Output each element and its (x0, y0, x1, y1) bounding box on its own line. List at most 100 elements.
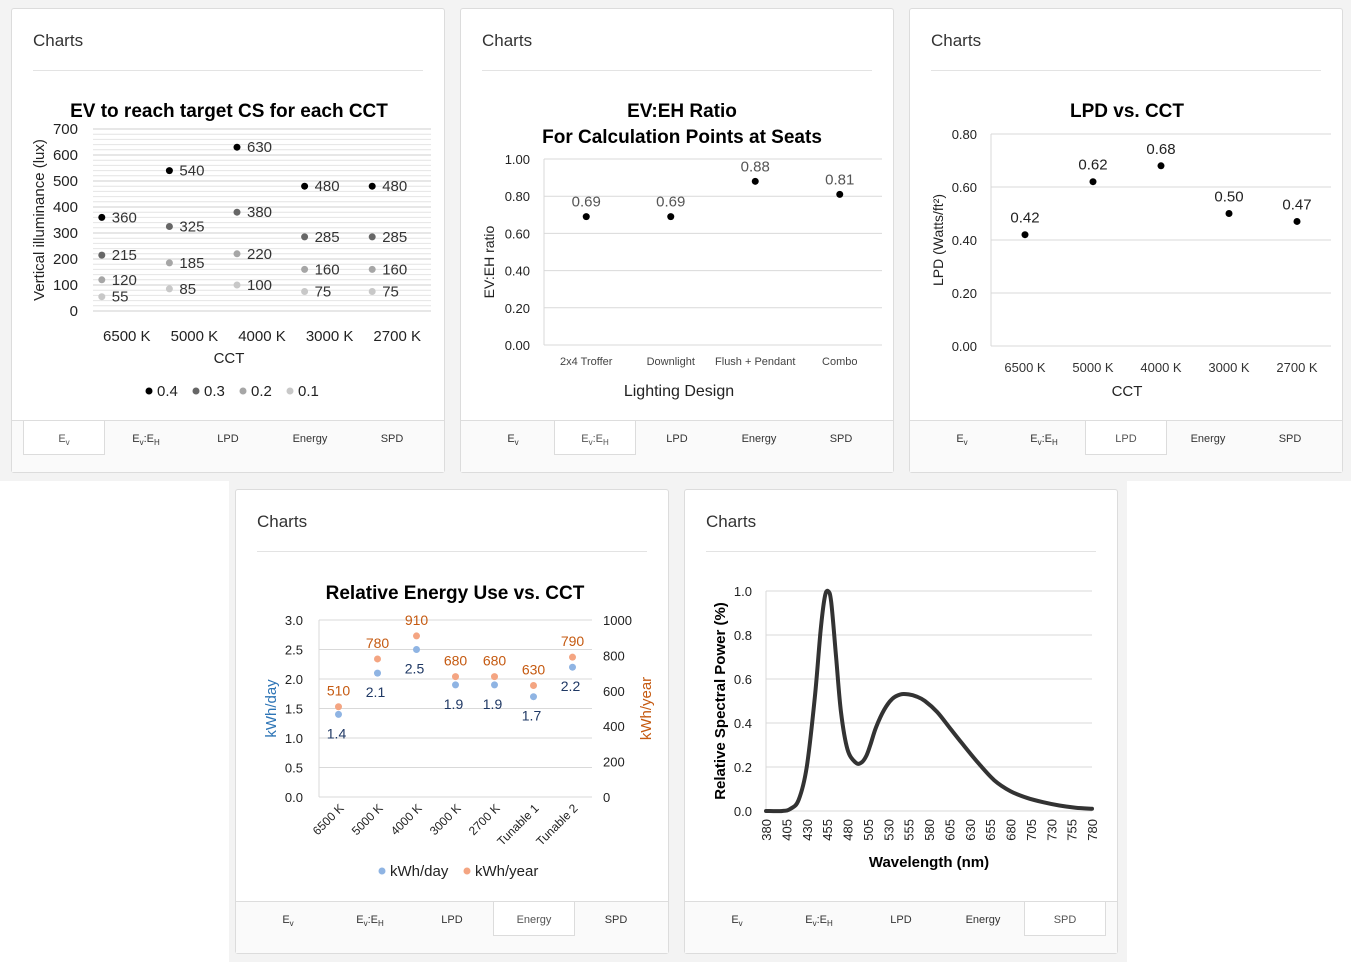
tab-ev[interactable]: Ev (282, 914, 294, 929)
tab-lpd[interactable]: LPD (1085, 421, 1167, 455)
data-point (530, 681, 537, 689)
tab-spd[interactable]: SPD (1278, 433, 1302, 445)
x-tick-label: 3000 K (427, 801, 464, 838)
tab-ev-eh[interactable]: Ev:EH (1030, 433, 1058, 448)
y-tick-label: 200 (53, 251, 78, 268)
data-point (413, 646, 420, 653)
y-tick-label: 1.0 (285, 731, 303, 746)
card-header: Charts (257, 512, 308, 531)
y-tick-label: 0.2 (734, 760, 752, 775)
y-tick-label: 0.00 (505, 338, 530, 353)
x-tick-label: 505 (861, 819, 876, 841)
chart-tabs: Ev Ev:EH LPD Energy SPD (461, 420, 893, 472)
tab-ev-eh[interactable]: Ev:EH (554, 421, 636, 455)
data-point (233, 208, 241, 216)
y-tick-label: 0.60 (952, 180, 977, 195)
tab-ev-eh[interactable]: Ev:EH (132, 433, 160, 448)
data-label: 2.5 (405, 661, 425, 677)
y2-tick-label: 400 (603, 719, 625, 734)
data-label: 1.4 (327, 725, 347, 741)
x-tick-label: 455 (820, 819, 835, 841)
x-axis-label: Wavelength (nm) (869, 854, 989, 871)
data-point (165, 259, 173, 267)
x-tick-label: 430 (800, 819, 815, 841)
legend-label: 0.1 (298, 383, 319, 400)
data-label: 0.68 (1146, 141, 1175, 158)
data-point (368, 265, 376, 273)
x-tick-label: 3000 K (306, 328, 354, 345)
tab-ev[interactable]: Ev (23, 421, 105, 455)
tab-spd[interactable]: SPD (604, 914, 628, 926)
data-point (368, 233, 376, 241)
data-point (667, 213, 675, 221)
tab-energy[interactable]: Energy (741, 433, 777, 445)
y2-axis-label: kWh/year (638, 677, 655, 740)
data-label: 0.69 (572, 194, 601, 211)
card-header: Charts (706, 512, 757, 531)
tab-energy[interactable]: Energy (965, 914, 1001, 926)
tab-lpd[interactable]: LPD (217, 433, 239, 445)
tab-spd[interactable]: SPD (1024, 902, 1106, 936)
x-tick-label: 6500 K (310, 801, 347, 838)
y-tick-label: 0.6 (734, 672, 752, 687)
data-point (452, 681, 459, 689)
data-label: 0.88 (741, 158, 770, 175)
tab-spd[interactable]: SPD (380, 433, 404, 445)
y-tick-label: 3.0 (285, 613, 303, 628)
tab-lpd[interactable]: LPD (441, 914, 463, 926)
data-point (1293, 217, 1301, 225)
y2-tick-label: 200 (603, 755, 625, 770)
x-tick-label: 605 (942, 819, 957, 841)
tab-ev[interactable]: Ev (956, 433, 968, 448)
y-axis-label: Relative Spectral Power (%) (712, 602, 729, 800)
data-point (1021, 231, 1029, 239)
card-header: Charts (931, 31, 982, 50)
chart-subtitle: For Calculation Points at Seats (542, 127, 822, 148)
x-tick-label: 4000 K (388, 801, 425, 838)
data-label: 160 (315, 261, 340, 278)
tab-energy[interactable]: Energy (493, 902, 575, 936)
card-divider (931, 70, 1321, 71)
data-point (368, 288, 376, 295)
legend-label: kWh/day (390, 863, 449, 880)
data-label: 215 (112, 247, 137, 264)
tab-ev-eh[interactable]: Ev:EH (805, 914, 833, 929)
tab-lpd[interactable]: LPD (890, 914, 912, 926)
y-axis-label: kWh/day (263, 679, 280, 738)
tab-spd[interactable]: SPD (829, 433, 853, 445)
y-tick-label: 0.80 (505, 189, 530, 204)
data-point (233, 143, 241, 151)
data-point (374, 669, 381, 677)
y-tick-label: 0.80 (952, 127, 977, 142)
data-label: 1.9 (483, 696, 503, 712)
data-point (301, 182, 309, 190)
y-tick-label: 0.0 (285, 790, 303, 805)
card-divider (706, 551, 1096, 552)
data-label: 1.9 (444, 696, 464, 712)
chart-card-ev-eh: Charts EV:EH Ratio For Calculation Points… (460, 8, 894, 473)
tab-ev[interactable]: Ev (507, 433, 519, 448)
tab-lpd[interactable]: LPD (666, 433, 688, 445)
y-tick-label: 500 (53, 173, 78, 190)
y-tick-label: 1.0 (734, 584, 752, 599)
tab-ev[interactable]: Ev (731, 914, 743, 929)
data-label: 680 (444, 653, 468, 669)
chart-title: EV to reach target CS for each CCT (70, 101, 388, 122)
y-tick-label: 0.0 (734, 804, 752, 819)
tab-ev-eh[interactable]: Ev:EH (356, 914, 384, 929)
tab-energy[interactable]: Energy (1190, 433, 1226, 445)
y-axis-label: Vertical illuminance (lux) (31, 139, 48, 301)
spd-chart: 0.0 0.2 0.4 0.6 0.8 1.0 Relative Spectral Powe… (712, 584, 1100, 871)
data-label: 630 (247, 139, 272, 156)
data-label: 380 (247, 204, 272, 221)
data-point (530, 693, 537, 701)
data-label: 0.62 (1078, 157, 1107, 174)
x-tick-label: 680 (1004, 819, 1019, 841)
data-label: 1.7 (522, 708, 542, 724)
chart-card-lpd: Charts LPD vs. CCT 0.00 0.20 0.40 0.60 0.80 LP… (909, 8, 1343, 473)
x-tick-label: 530 (881, 819, 896, 841)
x-tick-label: 6500 K (1004, 360, 1046, 375)
y2-tick-label: 800 (603, 648, 625, 663)
y-tick-label: 700 (53, 121, 78, 138)
tab-energy[interactable]: Energy (292, 433, 328, 445)
